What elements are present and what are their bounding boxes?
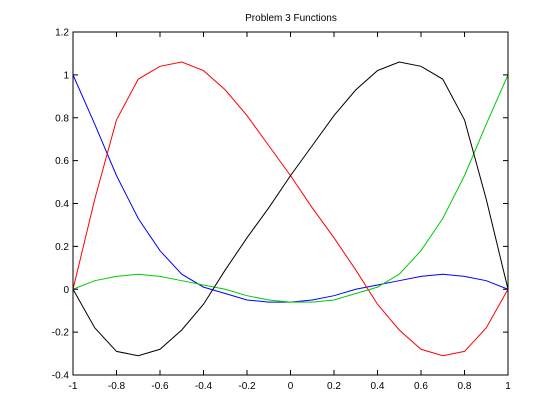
x-tick-label: 1 [505,381,511,392]
x-tick-label: -0.6 [151,381,169,392]
y-tick-label: 0.8 [55,113,69,124]
axes: -1 -0.8 -0.6 -0.4 -0.2 0 0.2 0.4 0.6 0.8 1 -0.4 -0.2… [52,28,511,393]
y-tick-label: 0.6 [55,156,69,167]
x-tick-label: 0.2 [327,381,341,392]
chart-title: Problem 3 Functions [245,13,337,24]
axes-box [72,31,509,376]
y-tick-label: -0.2 [52,328,70,339]
x-tick-label: 0.6 [414,381,428,392]
x-tick-label: -1 [69,381,78,392]
series-line-2 [72,61,509,357]
y-tick-label: 0.2 [55,242,69,253]
y-tick-label: 1.2 [55,28,69,39]
x-tick-label: -0.2 [238,381,256,392]
x-tick-label: 0.4 [371,381,385,392]
series-line-3 [72,74,509,303]
series-line-1 [72,74,509,303]
y-tick-label: 0.4 [55,199,69,210]
x-tick-label: -0.4 [195,381,213,392]
x-tick-label: 0 [288,381,294,392]
y-tick-label: 1 [63,70,69,81]
y-tick-label: 0 [63,285,69,296]
x-tick-label: 0.8 [458,381,472,392]
plot-area [72,61,509,357]
x-tick-label: -0.8 [108,381,126,392]
y-tick-label: -0.4 [52,371,70,382]
series-line-4 [72,61,509,357]
